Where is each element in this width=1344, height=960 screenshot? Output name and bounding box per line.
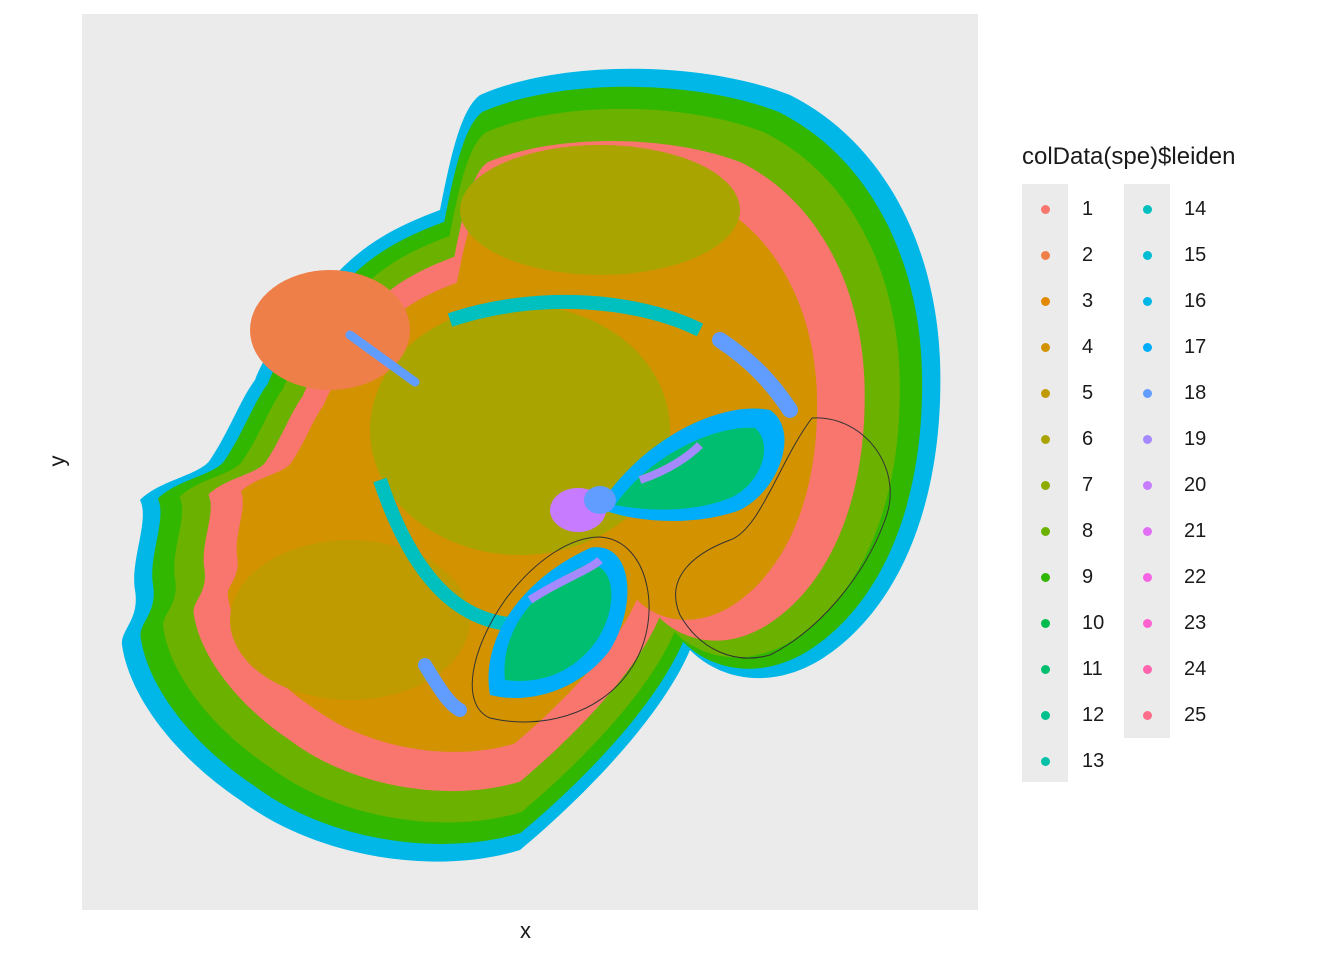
legend-column (1124, 184, 1170, 738)
legend-label-12: 12 (1082, 704, 1105, 726)
legend-key-20 (1143, 481, 1152, 490)
legend-label-5: 5 (1082, 382, 1094, 404)
legend-key-12 (1041, 711, 1050, 720)
legend-label-16: 16 (1184, 290, 1207, 312)
hippocampus-upper-band-19 (638, 442, 703, 484)
tissue-region-6-top (460, 145, 740, 275)
outlined-region-right (675, 417, 891, 659)
legend-key-9 (1041, 573, 1050, 582)
legend-label-8: 8 (1082, 520, 1094, 542)
hippocampus-upper-inner (615, 427, 765, 510)
legend-label-20: 20 (1184, 474, 1207, 496)
legend-key-24 (1143, 665, 1152, 674)
legend-title: colData(spe)$leiden (1022, 143, 1236, 170)
legend-key-19 (1143, 435, 1152, 444)
tissue-region-5 (230, 540, 470, 700)
legend-key-16 (1143, 297, 1152, 306)
legend-label-9: 9 (1082, 566, 1094, 588)
legend-label-14: 14 (1184, 198, 1207, 220)
legend-key-8 (1041, 527, 1050, 536)
legend-label-22: 22 (1184, 566, 1207, 588)
legend-label-15: 15 (1184, 244, 1207, 266)
tissue-region-2 (250, 270, 410, 390)
legend-key-22 (1143, 573, 1152, 582)
legend-label-6: 6 (1082, 428, 1094, 450)
legend-key-15 (1143, 251, 1152, 260)
legend-label-13: 13 (1082, 750, 1105, 772)
tissue-band-13-top (447, 294, 704, 337)
legend-key-17 (1143, 343, 1152, 352)
legend-key-11 (1041, 665, 1050, 674)
legend-key-23 (1143, 619, 1152, 628)
legend-label-7: 7 (1082, 474, 1094, 496)
legend-label-23: 23 (1184, 612, 1207, 634)
legend-key-5 (1041, 389, 1050, 398)
legend-key-2 (1041, 251, 1050, 260)
legend-label-3: 3 (1082, 290, 1094, 312)
central-region-18 (584, 486, 616, 514)
legend-key-25 (1143, 711, 1152, 720)
legend-label-2: 2 (1082, 244, 1094, 266)
legend-key-21 (1143, 527, 1152, 536)
legend-key-1 (1041, 205, 1050, 214)
legend-key-10 (1041, 619, 1050, 628)
tissue-scatter (121, 68, 941, 862)
legend-label-19: 19 (1184, 428, 1207, 450)
legend-label-24: 24 (1184, 658, 1207, 680)
ventricle-left (345, 330, 420, 387)
legend-label-4: 4 (1082, 336, 1094, 358)
legend-key-6 (1041, 435, 1050, 444)
ventricle-bottom (418, 658, 467, 717)
legend-label-17: 17 (1184, 336, 1207, 358)
legend-label-18: 18 (1184, 382, 1207, 404)
legend-key-4 (1041, 343, 1050, 352)
legend-label-11: 11 (1082, 658, 1103, 680)
x-axis-label: x (520, 918, 531, 943)
legend-label-25: 25 (1184, 704, 1207, 726)
outlined-region-lower (471, 536, 650, 723)
legend-label-10: 10 (1082, 612, 1105, 634)
y-axis-label: y (44, 455, 70, 467)
legend-key-7 (1041, 481, 1050, 490)
ventricle-right (712, 332, 798, 418)
legend-key-3 (1041, 297, 1050, 306)
legend-label-21: 21 (1184, 520, 1207, 542)
legend-key-13 (1041, 757, 1050, 766)
tissue-core-6 (370, 305, 670, 555)
legend-label-1: 1 (1082, 198, 1094, 220)
hippocampus-lower-inner (504, 564, 612, 682)
legend-key-18 (1143, 389, 1152, 398)
hippocampus-lower-band-19 (527, 556, 603, 604)
legend-key-14 (1143, 205, 1152, 214)
